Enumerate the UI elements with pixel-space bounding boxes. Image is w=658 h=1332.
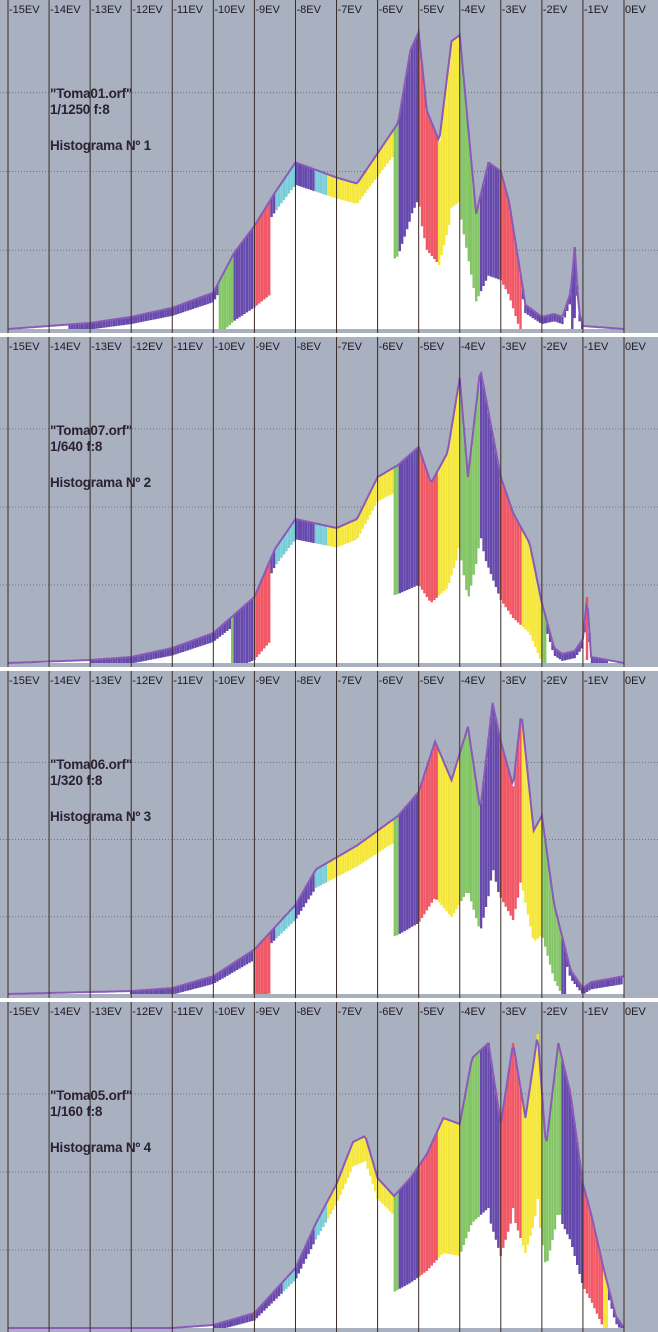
- x-tick-label: -12EV: [132, 4, 163, 16]
- exposure-settings: 1/1250 f:8: [50, 102, 110, 117]
- x-tick-label: -2EV: [543, 4, 568, 16]
- x-tick-label: -10EV: [214, 4, 245, 16]
- histogram-outline: [7, 370, 625, 664]
- x-tick-label: -5EV: [420, 4, 445, 16]
- x-tick-label: -10EV: [214, 675, 245, 687]
- x-tick-label: -5EV: [420, 675, 445, 687]
- histogram-channel-bands: [68, 35, 584, 329]
- x-tick-label: -6EV: [379, 341, 404, 353]
- x-tick-label: -2EV: [543, 675, 568, 687]
- x-tick-label: -2EV: [543, 341, 568, 353]
- histogram-channel-bands: [90, 373, 608, 663]
- x-tick-label: -13EV: [91, 675, 122, 687]
- x-tick-label: -15EV: [9, 1006, 40, 1018]
- x-tick-label: -12EV: [132, 675, 163, 687]
- x-tick-label: -4EV: [461, 675, 486, 687]
- file-name: "Toma01.orf": [50, 86, 133, 101]
- file-name: "Toma06.orf": [50, 757, 133, 772]
- x-tick-label: -4EV: [461, 1006, 486, 1018]
- x-tick-label: -4EV: [461, 341, 486, 353]
- x-tick-label: -14EV: [50, 341, 81, 353]
- exposure-settings: 1/320 f:8: [50, 773, 103, 788]
- x-tick-label: -7EV: [338, 1006, 363, 1018]
- x-tick-label: -1EV: [584, 1006, 609, 1018]
- x-tick-label: -3EV: [502, 4, 527, 16]
- histogram-note: "Toma01.orf" 1/1250 f:8 Histograma Nº 1: [50, 86, 151, 154]
- x-tick-label: -14EV: [50, 675, 81, 687]
- x-tick-label: -1EV: [584, 341, 609, 353]
- x-tick-label: -11EV: [173, 1006, 203, 1018]
- x-tick-label: -8EV: [296, 675, 321, 687]
- x-tick-label: -11EV: [173, 4, 203, 16]
- x-tick-label: -12EV: [132, 1006, 163, 1018]
- histogram-plot-4: -15EV -14EV -13EV -12EV -11EV -10EV -9EV -8EV -7…: [0, 1002, 658, 1332]
- histogram-note: "Toma05.orf" 1/160 f:8 Histograma Nº 4: [50, 1088, 151, 1156]
- histogram-title: Histograma Nº 2: [50, 475, 151, 490]
- x-tick-label: -9EV: [255, 1006, 280, 1018]
- x-tick-label: 0EV: [625, 1006, 646, 1018]
- x-tick-label: -9EV: [255, 4, 280, 16]
- x-tick-label: -15EV: [9, 675, 40, 687]
- x-tick-label: -13EV: [91, 4, 122, 16]
- x-tick-label: -9EV: [255, 675, 280, 687]
- histogram-title: Histograma Nº 1: [50, 138, 151, 153]
- file-name: "Toma07.orf": [50, 423, 133, 438]
- histogram-channel-bands: [213, 1034, 623, 1328]
- x-tick-label: -10EV: [214, 341, 245, 353]
- x-tick-label: -15EV: [9, 4, 40, 16]
- exposure-settings: 1/640 f:8: [50, 439, 103, 454]
- x-tick-label: 0EV: [625, 341, 646, 353]
- histogram-note: "Toma07.orf" 1/640 f:8 Histograma Nº 2: [50, 423, 151, 491]
- x-tick-label: -7EV: [338, 341, 363, 353]
- histogram-note: "Toma06.orf" 1/320 f:8 Histograma Nº 3: [50, 757, 151, 825]
- x-tick-label: -8EV: [296, 1006, 321, 1018]
- x-tick-label: -5EV: [420, 341, 445, 353]
- histogram-panel-3: -15EV -14EV -13EV -12EV -11EV -10EV -9EV -8EV -7…: [0, 671, 658, 998]
- x-tick-label: -7EV: [338, 675, 363, 687]
- x-tick-label: 0EV: [625, 4, 646, 16]
- x-tick-label: -10EV: [214, 1006, 245, 1018]
- x-tick-label: -13EV: [91, 1006, 122, 1018]
- x-tick-label: -12EV: [132, 341, 163, 353]
- histogram-panel-4: -15EV -14EV -13EV -12EV -11EV -10EV -9EV -8EV -7…: [0, 1002, 658, 1332]
- x-tick-label: -8EV: [296, 341, 321, 353]
- histogram-plot-1: -15EV -14EV -13EV -12EV -11EV -10EV -9EV -8EV -7…: [0, 0, 658, 333]
- histogram-title: Histograma Nº 4: [50, 1140, 151, 1155]
- x-tick-label: -2EV: [543, 1006, 568, 1018]
- x-tick-label: -1EV: [584, 4, 609, 16]
- x-tick-label: -5EV: [420, 1006, 445, 1018]
- x-tick-label: -13EV: [91, 341, 122, 353]
- x-tick-label: -11EV: [173, 341, 203, 353]
- histogram-plot-3: -15EV -14EV -13EV -12EV -11EV -10EV -9EV -8EV -7…: [0, 671, 658, 998]
- histogram-title: Histograma Nº 3: [50, 809, 151, 824]
- x-tick-label: -7EV: [338, 4, 363, 16]
- x-tick-label: -3EV: [502, 1006, 527, 1018]
- x-tick-label: -6EV: [379, 675, 404, 687]
- x-tick-label: -6EV: [379, 1006, 404, 1018]
- histogram-white-area: [8, 373, 624, 663]
- x-tick-label: -1EV: [584, 675, 609, 687]
- x-tick-label: 0EV: [625, 675, 646, 687]
- x-tick-label: -4EV: [461, 4, 486, 16]
- histogram-panel-2: -15EV -14EV -13EV -12EV -11EV -10EV -9EV -8EV -7…: [0, 337, 658, 667]
- x-tick-label: -14EV: [50, 4, 81, 16]
- histogram-plot-2: -15EV -14EV -13EV -12EV -11EV -10EV -9EV -8EV -7…: [0, 337, 658, 667]
- file-name: "Toma05.orf": [50, 1088, 133, 1103]
- exposure-settings: 1/160 f:8: [50, 1104, 103, 1119]
- x-tick-label: -14EV: [50, 1006, 81, 1018]
- x-tick-label: -9EV: [255, 341, 280, 353]
- x-tick-label: -8EV: [296, 4, 321, 16]
- x-tick-label: -15EV: [9, 341, 40, 353]
- x-tick-label: -3EV: [502, 341, 527, 353]
- x-tick-label: -11EV: [173, 675, 203, 687]
- histogram-outline: [8, 702, 625, 995]
- histogram-panel-1: -15EV -14EV -13EV -12EV -11EV -10EV -9EV -8EV -7…: [0, 0, 658, 333]
- histogram-outline: [7, 28, 625, 330]
- x-tick-label: -6EV: [379, 4, 404, 16]
- histogram-outline: [8, 1039, 625, 1329]
- x-tick-label: -3EV: [502, 675, 527, 687]
